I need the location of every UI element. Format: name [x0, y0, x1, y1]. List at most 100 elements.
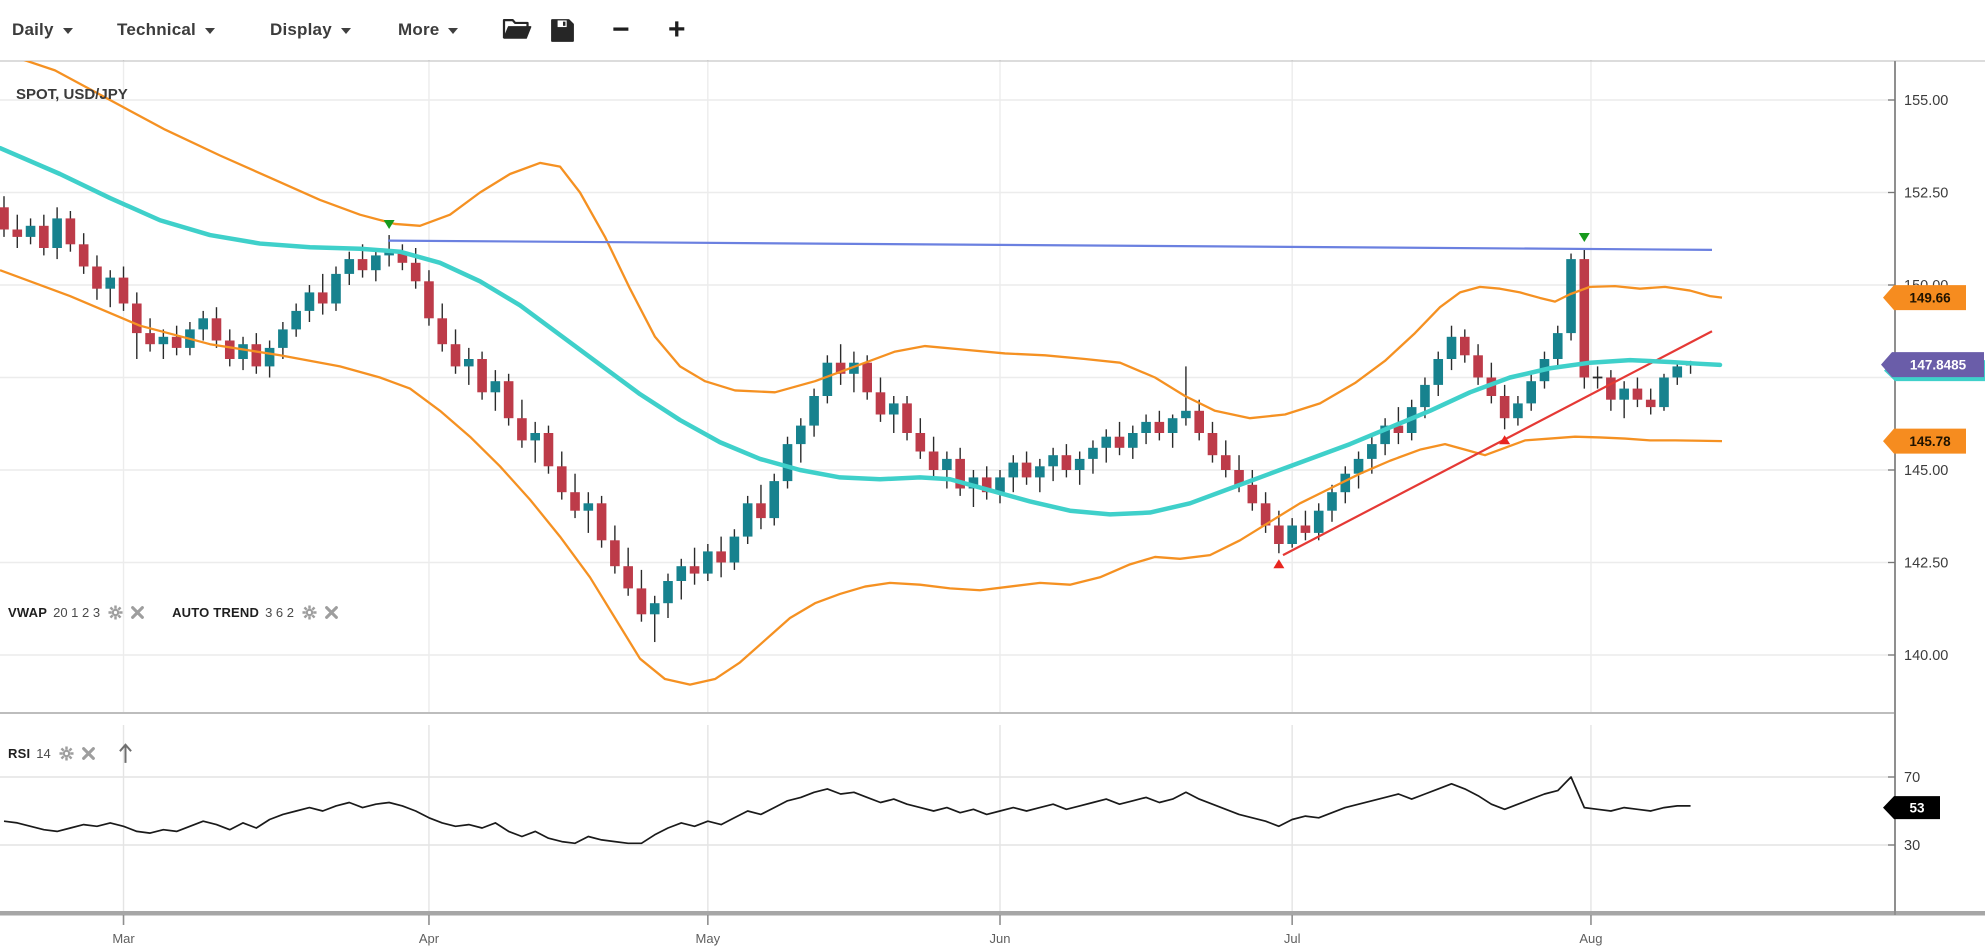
candle-up	[1088, 447, 1098, 459]
folder-open-icon	[502, 17, 532, 43]
zoom-in-button[interactable]: +	[668, 0, 686, 60]
candle-down	[875, 392, 886, 415]
candle-down	[902, 403, 912, 433]
candle-up	[888, 403, 899, 415]
technical-menu[interactable]: Technical	[117, 0, 215, 60]
move-panel-up-icon[interactable]	[117, 743, 134, 764]
chevron-down-icon	[62, 28, 73, 34]
rsi-settings-gear-icon[interactable]	[59, 746, 74, 761]
candle-up	[490, 381, 501, 393]
display-menu[interactable]: Display	[270, 0, 351, 60]
vwap-settings-gear-icon[interactable]	[108, 605, 123, 620]
vwap-indicator-label: VWAP	[8, 605, 48, 620]
candle-down	[1274, 525, 1284, 544]
candle-down	[1499, 396, 1510, 419]
chevron-down-icon	[340, 28, 351, 34]
price-tick-label: 155.00	[1904, 93, 1948, 109]
support-trendline[interactable]	[1282, 330, 1713, 557]
candle-up	[1287, 525, 1297, 544]
candle-down	[39, 225, 49, 248]
sell-signal-triangle-icon	[1578, 233, 1590, 242]
zoom-out-button[interactable]: −	[612, 0, 630, 60]
candle-down	[1154, 421, 1165, 433]
price-tick-label: 145.00	[1904, 463, 1948, 479]
candle-up	[649, 603, 660, 615]
buy-signal-triangle-icon	[1273, 559, 1285, 569]
candle-up	[1313, 510, 1324, 533]
candle-up	[1048, 455, 1058, 467]
candle-down	[317, 292, 328, 304]
candle-down	[1645, 399, 1656, 408]
rsi-remove-icon[interactable]	[81, 747, 95, 760]
candle-up	[1513, 403, 1523, 419]
bottom-axis-bar	[0, 911, 1985, 916]
candle-up	[105, 277, 116, 289]
candle-down	[1194, 410, 1204, 433]
month-label: May	[696, 931, 721, 946]
month-label: Aug	[1579, 931, 1602, 946]
candle-up	[1167, 418, 1178, 433]
auto-trend-indicator-params: 3 6 2	[265, 605, 294, 620]
candle-down	[1460, 336, 1470, 356]
candle-down	[171, 336, 182, 348]
more-menu[interactable]: More	[398, 0, 459, 60]
plus-icon: +	[668, 13, 686, 46]
candle-down	[437, 318, 448, 345]
candle-up	[583, 503, 594, 511]
candle-up	[291, 310, 301, 330]
candle-down	[915, 433, 926, 452]
floppy-save-icon	[549, 17, 576, 44]
rsi-line	[3, 776, 1691, 845]
candle-down	[1473, 355, 1483, 378]
resistance-trendline[interactable]	[387, 239, 1713, 251]
open-chart-button[interactable]	[502, 0, 532, 60]
candle-down	[1393, 425, 1404, 433]
candle-up	[1128, 433, 1138, 448]
candle-down	[1579, 259, 1590, 378]
candle-down	[477, 359, 487, 393]
candle-up	[464, 359, 474, 367]
candle-up	[1035, 466, 1045, 478]
candle-up	[1552, 333, 1563, 359]
vwap-remove-icon[interactable]	[131, 606, 144, 619]
candle-up	[968, 477, 979, 489]
timeframe-menu-label: Daily	[12, 20, 54, 39]
toolbar: Daily Technical Display More	[0, 0, 1985, 60]
candle-up	[849, 362, 859, 374]
candle-up	[742, 503, 753, 537]
candle-up	[1446, 336, 1457, 359]
candle-down	[570, 492, 580, 511]
month-label: Apr	[419, 931, 440, 946]
candle-down	[543, 433, 554, 467]
candle-down	[1220, 455, 1231, 470]
display-menu-label: Display	[270, 20, 332, 39]
candle-up	[1659, 377, 1669, 408]
candle-up	[663, 581, 673, 604]
candle-down	[211, 318, 222, 341]
rsi-indicator-label: RSI	[8, 746, 31, 761]
candle-up	[264, 347, 275, 367]
candle-up	[304, 292, 315, 311]
candle-up	[1566, 259, 1576, 334]
chevron-down-icon	[204, 28, 215, 34]
candle-up	[1327, 492, 1337, 511]
candle-up	[1074, 458, 1085, 470]
candle-up	[1008, 462, 1019, 478]
timeframe-menu[interactable]: Daily	[12, 0, 73, 60]
candle-down	[1260, 503, 1271, 526]
candle-up	[809, 396, 819, 426]
save-chart-button[interactable]	[549, 0, 576, 60]
candle-down	[78, 244, 89, 267]
candle-down	[1021, 462, 1032, 478]
auto-trend-settings-gear-icon[interactable]	[302, 605, 317, 620]
candle-down	[450, 344, 461, 367]
last-price-badge-text: 147.8485	[1910, 358, 1967, 373]
candle-down	[1247, 484, 1258, 504]
more-menu-label: More	[398, 20, 440, 39]
candle-down	[410, 262, 421, 282]
band-lower-badge	[1883, 428, 1966, 454]
symbol-title: SPOT, USD/JPY	[16, 86, 128, 103]
candle-up	[782, 444, 793, 482]
auto-trend-remove-icon[interactable]	[325, 606, 338, 619]
